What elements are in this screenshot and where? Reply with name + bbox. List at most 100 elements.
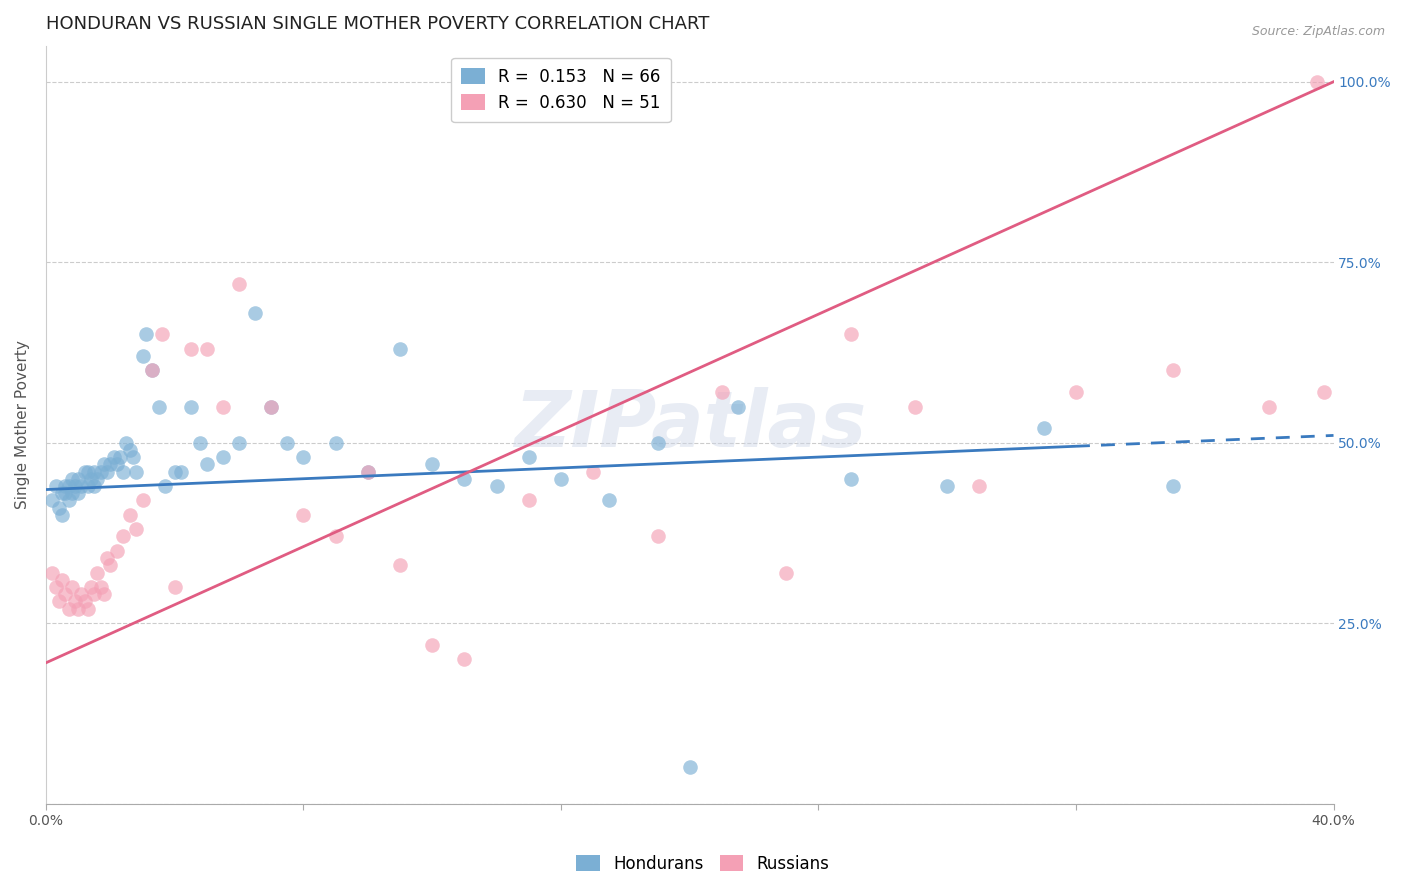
Point [148, 400, 170, 414]
Point [41, 566, 63, 580]
Point [325, 435, 347, 450]
Point [163, 580, 186, 594]
Point [485, 479, 508, 493]
Point [112, 465, 135, 479]
Point [98, 458, 121, 472]
Point [131, 349, 153, 363]
Point [70, 587, 93, 601]
Point [1161, 363, 1184, 377]
Text: Source: ZipAtlas.com: Source: ZipAtlas.com [1251, 25, 1385, 38]
Y-axis label: Single Mother Poverty: Single Mother Poverty [15, 340, 30, 509]
Point [969, 479, 991, 493]
Point [80, 472, 103, 486]
Point [51, 508, 73, 522]
Point [292, 508, 315, 522]
Point [83, 479, 105, 493]
Point [1306, 75, 1329, 89]
Point [76, 479, 98, 493]
Point [141, 363, 163, 377]
Point [60, 472, 83, 486]
Point [228, 435, 250, 450]
Point [389, 558, 412, 573]
Point [647, 529, 669, 543]
Point [245, 306, 267, 320]
Point [41, 493, 63, 508]
Point [1032, 421, 1054, 435]
Point [582, 465, 605, 479]
Point [83, 587, 105, 601]
Point [150, 327, 173, 342]
Point [48, 594, 70, 608]
Point [58, 493, 80, 508]
Point [839, 327, 862, 342]
Legend: Hondurans, Russians: Hondurans, Russians [569, 848, 837, 880]
Point [420, 638, 443, 652]
Point [517, 450, 540, 464]
Point [73, 594, 96, 608]
Point [76, 465, 98, 479]
Point [60, 580, 83, 594]
Point [260, 400, 283, 414]
Point [153, 479, 176, 493]
Point [228, 277, 250, 291]
Point [453, 472, 475, 486]
Point [96, 465, 118, 479]
Point [453, 652, 475, 666]
Point [60, 486, 83, 500]
Point [1161, 479, 1184, 493]
Point [276, 435, 298, 450]
Point [839, 472, 862, 486]
Point [115, 435, 138, 450]
Point [53, 587, 76, 601]
Point [212, 450, 235, 464]
Point [96, 551, 118, 566]
Point [212, 400, 235, 414]
Point [710, 385, 733, 400]
Point [63, 479, 86, 493]
Point [90, 580, 112, 594]
Point [67, 486, 90, 500]
Point [647, 435, 669, 450]
Text: HONDURAN VS RUSSIAN SINGLE MOTHER POVERTY CORRELATION CHART: HONDURAN VS RUSSIAN SINGLE MOTHER POVERT… [46, 15, 710, 33]
Point [122, 450, 145, 464]
Point [90, 465, 112, 479]
Point [86, 566, 108, 580]
Point [260, 400, 283, 414]
Point [51, 486, 73, 500]
Point [135, 327, 157, 342]
Point [131, 493, 153, 508]
Point [105, 544, 128, 558]
Point [45, 479, 67, 493]
Point [904, 400, 927, 414]
Point [292, 450, 315, 464]
Point [51, 573, 73, 587]
Point [550, 472, 572, 486]
Point [53, 486, 76, 500]
Point [58, 479, 80, 493]
Point [58, 601, 80, 615]
Point [112, 529, 135, 543]
Point [325, 529, 347, 543]
Point [775, 566, 797, 580]
Point [80, 580, 103, 594]
Point [73, 465, 96, 479]
Point [163, 465, 186, 479]
Point [1258, 400, 1281, 414]
Point [105, 458, 128, 472]
Point [45, 580, 67, 594]
Point [48, 500, 70, 515]
Point [195, 342, 218, 356]
Point [63, 594, 86, 608]
Point [98, 558, 121, 573]
Point [598, 493, 620, 508]
Point [1064, 385, 1087, 400]
Point [180, 400, 202, 414]
Point [170, 465, 193, 479]
Point [389, 342, 412, 356]
Point [679, 760, 702, 774]
Point [70, 479, 93, 493]
Point [190, 435, 212, 450]
Point [86, 472, 108, 486]
Point [76, 601, 98, 615]
Point [67, 601, 90, 615]
